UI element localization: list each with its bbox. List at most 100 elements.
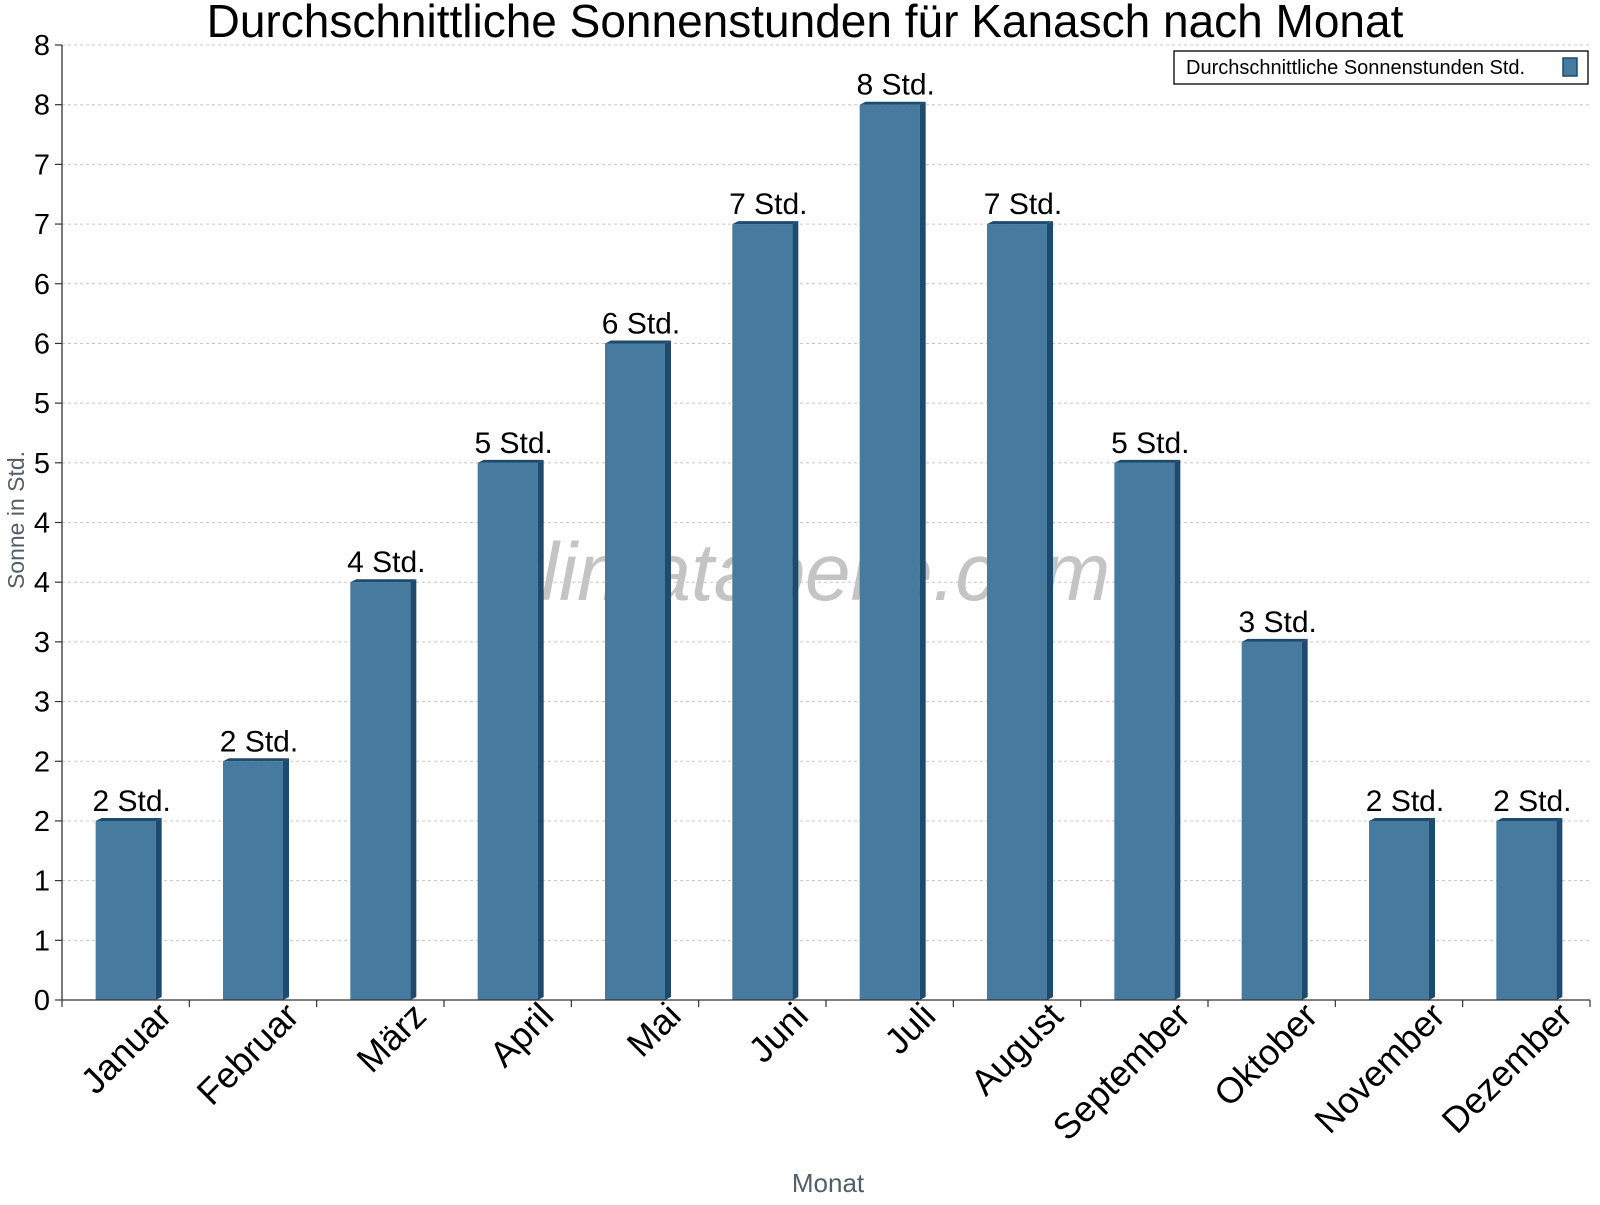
legend-label: Durchschnittliche Sonnenstunden Std.: [1186, 57, 1525, 79]
y-tick-label: 4: [34, 508, 50, 540]
y-tick-label: 8: [34, 90, 50, 122]
x-tick-label: April: [481, 995, 561, 1075]
bar-top: [95, 817, 162, 821]
x-tick-label: August: [962, 995, 1070, 1103]
bar-value-label: 2 Std.: [220, 725, 298, 758]
x-tick-label: Juni: [740, 995, 816, 1071]
y-tick-labels: 0 1 1 2 2 3 3 4 4 5 5 6 6 7 7 8 8: [34, 30, 50, 1017]
y-tick-label: 5: [34, 388, 50, 420]
y-tick-label: 6: [34, 328, 50, 360]
bar-dezember: [1496, 817, 1563, 1000]
bar-side: [665, 340, 671, 1000]
bar-side: [1174, 459, 1181, 1000]
bar-value-label: 5 Std.: [474, 427, 552, 460]
bar-august: [987, 221, 1053, 1000]
bar-september: [1114, 459, 1181, 1000]
x-tick-label: September: [1044, 995, 1198, 1149]
bar-value-label: 7 Std.: [729, 188, 807, 221]
axes: [55, 44, 1591, 1007]
bar-value-label: 5 Std.: [1111, 427, 1189, 460]
bar-top: [605, 340, 671, 344]
y-tick-label: 3: [34, 627, 50, 659]
bar-labels: 2 Std. 2 Std. 4 Std. 5 Std. 6 Std. 7 Std. 8 St…: [92, 69, 1571, 818]
bar-side: [1556, 817, 1563, 1000]
bar-top: [1369, 817, 1435, 821]
y-tick-label: 3: [34, 687, 50, 719]
bar-juli: [859, 101, 926, 1000]
y-tick-label: 1: [34, 925, 50, 957]
bar-side: [155, 817, 162, 1000]
bar-top: [223, 758, 289, 762]
y-tick-label: 6: [34, 269, 50, 301]
bar-juni: [732, 221, 799, 1000]
y-tick-label: 2: [34, 746, 50, 778]
y-tick-label: 2: [34, 806, 50, 838]
x-tick-label: November: [1306, 995, 1452, 1141]
bar-november: [1369, 817, 1435, 1000]
y-tick-label: 0: [34, 985, 50, 1017]
bar-februar: [223, 758, 289, 1000]
y-tick-label: 7: [34, 149, 50, 181]
x-tick-label: Mai: [619, 995, 689, 1065]
bar-top: [1114, 459, 1181, 463]
bar-value-label: 3 Std.: [1238, 606, 1316, 639]
bar-top: [859, 101, 926, 105]
bar-front: [605, 343, 665, 1000]
bar-side: [1429, 817, 1435, 1000]
legend: Durchschnittliche Sonnenstunden Std.: [1173, 50, 1589, 85]
bar-top: [1496, 817, 1563, 821]
bar-front: [1496, 820, 1557, 1000]
x-tick-label: Dezember: [1434, 995, 1580, 1141]
bar-oktober: [1241, 638, 1308, 1000]
bars: [95, 101, 1563, 1000]
y-tick-label: 5: [34, 448, 50, 480]
legend-swatch: [1562, 57, 1578, 77]
bar-mai: [605, 340, 671, 1000]
y-tick-label: 4: [34, 567, 50, 599]
bar-front: [350, 582, 411, 1000]
x-tick-labels: Januar Februar März April Mai Juni Juli AugustS…: [72, 995, 1580, 1149]
gridlines: [62, 44, 1590, 941]
y-tick-label: 1: [34, 866, 50, 898]
bar-top: [732, 221, 799, 225]
bar-value-label: 8 Std.: [856, 69, 934, 102]
bar-top: [350, 579, 417, 583]
bar-front: [732, 224, 793, 1000]
bar-side: [919, 101, 926, 1000]
bar-side: [410, 579, 417, 1000]
bar-value-label: 2 Std.: [1493, 785, 1571, 818]
bar-front: [1114, 462, 1175, 1000]
bar-januar: [95, 817, 162, 1000]
bar-value-label: 6 Std.: [602, 307, 680, 340]
bar-value-label: 7 Std.: [984, 188, 1062, 221]
bar-top: [987, 221, 1053, 225]
bar-value-label: 2 Std.: [1366, 785, 1444, 818]
y-tick-label: 8: [34, 30, 50, 62]
bar-front: [95, 820, 156, 1000]
bar-value-label: 4 Std.: [347, 546, 425, 579]
bar-front: [1241, 641, 1302, 1000]
x-tick-label: Januar: [72, 995, 179, 1102]
bar-side: [792, 221, 799, 1000]
x-tick-label: Februar: [189, 995, 307, 1113]
bar-top: [477, 459, 544, 463]
bar-front: [987, 224, 1047, 1000]
bar-front: [477, 462, 538, 1000]
x-axis-label: Monat: [792, 1168, 865, 1198]
bar-top: [1241, 638, 1308, 642]
y-axis-label: Sonne in Std.: [3, 451, 29, 589]
bar-front: [859, 104, 920, 1000]
bar-side: [283, 758, 289, 1000]
bar-front: [223, 761, 283, 1000]
x-tick-label: März: [348, 995, 434, 1081]
legend-box: [1173, 50, 1589, 85]
x-tick-label: Juli: [876, 995, 943, 1062]
chart-title: Durchschnittliche Sonnenstunden für Kana…: [207, 0, 1404, 47]
bar-side: [1301, 638, 1308, 1000]
bar-front: [1369, 820, 1429, 1000]
bar-value-label: 2 Std.: [92, 785, 170, 818]
x-tick-label: Oktober: [1206, 995, 1326, 1115]
bar-side: [1047, 221, 1053, 1000]
